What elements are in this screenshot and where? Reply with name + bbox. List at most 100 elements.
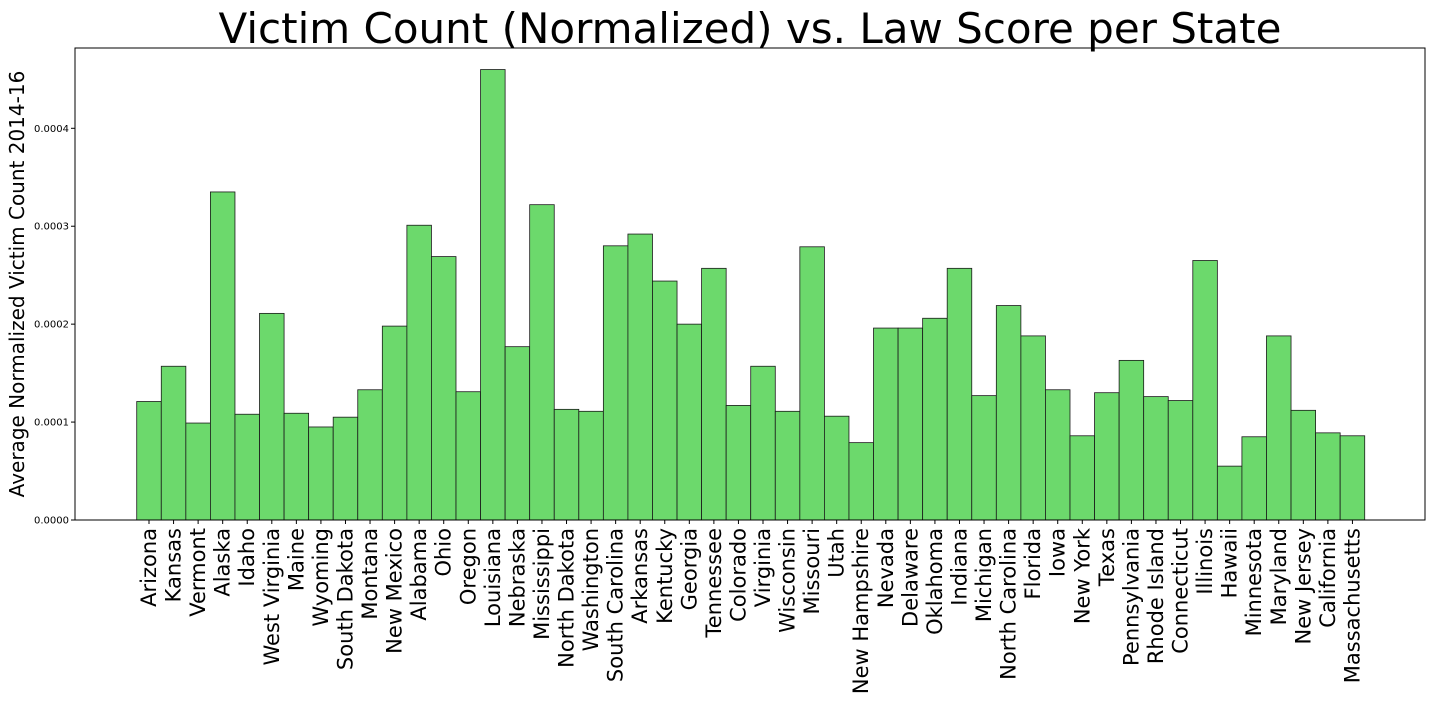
bar-louisiana: [480, 69, 506, 521]
y-tick-label: 0.0003: [34, 222, 69, 233]
bar-vermont: [185, 422, 211, 521]
x-tick-label: Mississippi: [530, 528, 554, 640]
bar-maryland: [1266, 335, 1292, 521]
y-axis-ticks: 0.0000 0.0001 0.0002 0.0003 0.0004: [34, 124, 75, 527]
x-tick-label: Rhode Island: [1144, 528, 1168, 664]
x-tick-label: North Dakota: [555, 528, 579, 668]
x-tick-label: North Carolina: [997, 528, 1021, 680]
y-axis-label: Average Normalized Victim Count 2014-16: [5, 71, 29, 498]
plot-frame: [74, 47, 1426, 521]
x-tick-label: Indiana: [947, 528, 971, 606]
bar-nevada: [873, 327, 899, 521]
y-tick-label: 0.0001: [34, 418, 69, 429]
x-tick-label: New York: [1070, 527, 1094, 624]
x-tick-label: Delaware: [898, 528, 922, 627]
bar-new-york: [1069, 435, 1095, 521]
bar-south-carolina: [602, 245, 629, 521]
bar-ohio: [431, 256, 457, 521]
x-tick-label: Illinois: [1193, 528, 1217, 595]
x-axis-ticks: Arizona Kansas Vermont Alaska Idaho West Virg…: [137, 520, 1364, 694]
x-tick-label: Oregon: [456, 528, 480, 605]
x-tick-label: Nevada: [874, 528, 898, 608]
bar-michigan: [971, 395, 997, 521]
x-tick-label: Connecticut: [1169, 528, 1193, 654]
bar-kentucky: [652, 280, 678, 521]
x-tick-label: New Mexico: [383, 528, 407, 654]
bar-montana: [357, 389, 383, 521]
bar-wisconsin: [774, 410, 801, 521]
y-tick-label: 0.0000: [34, 516, 69, 527]
x-tick-label: Washington: [579, 528, 603, 651]
bar-missouri: [799, 246, 825, 521]
bar-arizona: [136, 401, 162, 521]
x-tick-label: Massachusetts: [1340, 528, 1364, 683]
chart-title: Victim Count (Normalized) vs. Law Score …: [219, 4, 1282, 53]
x-tick-label: Tennessee: [702, 528, 726, 638]
bar-maine: [283, 412, 310, 521]
bar-alaska: [209, 191, 236, 521]
x-tick-label: Vermont: [186, 528, 210, 617]
x-tick-label: Texas: [1095, 528, 1119, 587]
x-tick-label: Minnesota: [1242, 528, 1266, 636]
x-tick-label: Oklahoma: [923, 528, 947, 635]
bar-hawaii: [1216, 465, 1243, 521]
bar-california: [1315, 432, 1341, 521]
x-tick-label: Kansas: [162, 528, 186, 602]
x-tick-label: Louisiana: [481, 528, 505, 627]
x-tick-label: Pennsylvania: [1119, 528, 1143, 666]
bar-rhode-island: [1143, 396, 1169, 521]
x-tick-label: Alaska: [211, 528, 235, 597]
bar-mississippi: [529, 204, 555, 521]
bar-virginia: [750, 365, 776, 521]
bar-arkansas: [627, 233, 653, 521]
bar-kansas: [160, 365, 187, 521]
bar-north-carolina: [995, 305, 1022, 521]
bars-group: [136, 69, 1366, 521]
bar-indiana: [946, 267, 973, 521]
x-tick-label: Arkansas: [628, 528, 652, 624]
bar-pennsylvania: [1118, 359, 1145, 521]
bar-georgia: [676, 323, 702, 521]
x-tick-label: Wisconsin: [776, 528, 800, 633]
x-tick-label: Utah: [825, 528, 849, 578]
bar-nebraska: [504, 346, 531, 521]
bar-minnesota: [1241, 436, 1267, 521]
x-tick-label: South Dakota: [333, 528, 357, 670]
bar-idaho: [234, 413, 260, 521]
y-tick-label: 0.0004: [34, 124, 69, 135]
bar-north-dakota: [553, 408, 580, 521]
y-tick-label: 0.0002: [34, 320, 69, 331]
x-tick-label: Virginia: [751, 528, 775, 607]
bar-connecticut: [1167, 400, 1194, 521]
x-tick-label: South Carolina: [604, 528, 628, 682]
x-tick-label: New Hampshire: [849, 528, 873, 694]
x-tick-label: Idaho: [235, 528, 259, 587]
bar-iowa: [1045, 389, 1071, 521]
bar-new-mexico: [381, 325, 408, 521]
bar-west-virginia: [259, 312, 285, 521]
bar-delaware: [897, 327, 924, 521]
x-tick-label: California: [1316, 528, 1340, 628]
bar-oklahoma: [922, 317, 948, 521]
x-tick-label: Ohio: [432, 528, 456, 577]
x-tick-label: Colorado: [726, 528, 750, 622]
x-tick-label: Montana: [358, 528, 382, 620]
x-tick-label: New Jersey: [1291, 528, 1315, 645]
bar-tennessee: [701, 267, 727, 521]
bar-texas: [1094, 392, 1120, 521]
bar-alabama: [406, 224, 432, 521]
x-tick-label: Florida: [1021, 528, 1045, 599]
bar-illinois: [1192, 260, 1218, 521]
bar-florida: [1020, 335, 1046, 521]
bar-massachusetts: [1339, 435, 1366, 521]
x-tick-label: Georgia: [677, 528, 701, 610]
bar-new-jersey: [1290, 409, 1317, 521]
x-tick-label: Wyoming: [309, 528, 333, 627]
x-tick-label: West Virginia: [260, 528, 284, 665]
x-tick-label: Maryland: [1267, 528, 1291, 625]
bar-colorado: [725, 405, 752, 521]
bar-new-hampshire: [848, 442, 874, 521]
bar-oregon: [455, 391, 481, 521]
bar-wyoming: [308, 426, 334, 521]
